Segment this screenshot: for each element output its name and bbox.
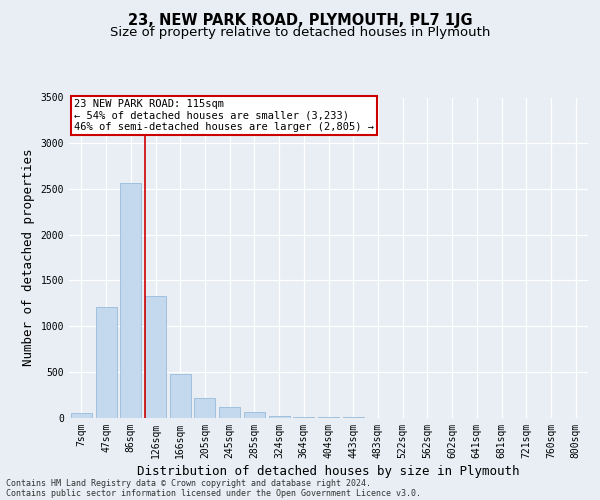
Text: Contains public sector information licensed under the Open Government Licence v3: Contains public sector information licen… (6, 488, 421, 498)
Bar (95, 307, 116, 418)
Bar (269, 416, 290, 418)
Bar (194, 398, 215, 417)
Bar (244, 412, 265, 418)
Bar (120, 182, 141, 418)
Text: Contains HM Land Registry data © Crown copyright and database right 2024.: Contains HM Land Registry data © Crown c… (6, 478, 371, 488)
Bar (145, 296, 166, 418)
Bar (71, 413, 92, 418)
Bar (170, 374, 191, 418)
Text: Size of property relative to detached houses in Plymouth: Size of property relative to detached ho… (110, 26, 490, 39)
Y-axis label: Number of detached properties: Number of detached properties (22, 149, 35, 366)
Text: 23 NEW PARK ROAD: 115sqm
← 54% of detached houses are smaller (3,233)
46% of sem: 23 NEW PARK ROAD: 115sqm ← 54% of detach… (74, 99, 374, 132)
Bar (219, 406, 240, 418)
X-axis label: Distribution of detached houses by size in Plymouth: Distribution of detached houses by size … (137, 464, 520, 477)
Text: 23, NEW PARK ROAD, PLYMOUTH, PL7 1JG: 23, NEW PARK ROAD, PLYMOUTH, PL7 1JG (128, 12, 472, 28)
